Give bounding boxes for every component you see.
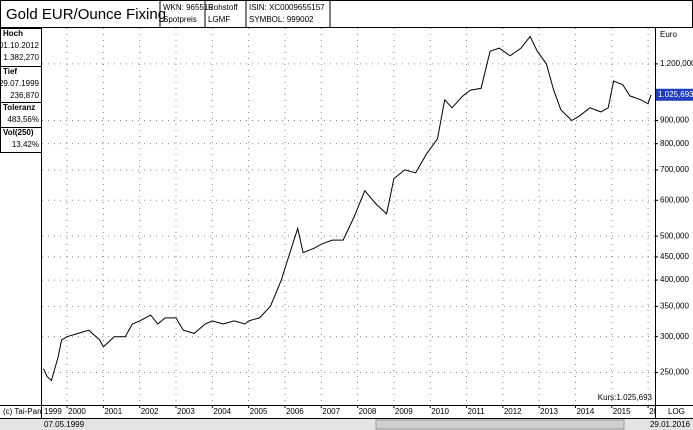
- stat-box: [0, 102, 42, 128]
- end-date: 29.01.2016: [650, 420, 691, 429]
- y-tick-label: 700,000: [660, 165, 689, 174]
- code: LGMF: [208, 15, 230, 24]
- x-tick-label: 2002: [141, 407, 159, 416]
- price-line: [43, 35, 652, 382]
- x-tick-label: 2016: [649, 407, 667, 416]
- stats-panel: Hoch 01.10.2012 1.382,270 Tief 29.07.199…: [0, 28, 42, 153]
- axis-panel: [655, 28, 693, 405]
- current-value-badge: [656, 88, 693, 101]
- y-tick-label: 350,000: [660, 301, 689, 310]
- y-axis-label: Euro: [660, 30, 677, 39]
- y-tick-label: 300,000: [660, 332, 689, 341]
- wkn: WKN: 965515: [163, 3, 213, 12]
- current-value-label: 1.025,693: [658, 90, 693, 99]
- stat-label: Hoch: [3, 29, 23, 38]
- y-tick-label: 250,000: [660, 368, 689, 377]
- y-tick-label: 1.200,000: [660, 59, 693, 68]
- y-tick-label: 500,000: [660, 231, 689, 240]
- stat-value: 483,56%: [7, 115, 39, 124]
- symbol: SYMBOL: 999002: [249, 15, 314, 24]
- x-tick-label: 2012: [504, 407, 522, 416]
- x-tick-label: 1999: [44, 407, 62, 416]
- stat-value: 13,42%: [12, 140, 39, 149]
- x-tick-label: 2014: [576, 407, 594, 416]
- scroll-thumb[interactable]: [375, 419, 625, 430]
- kind: Rohstoff: [208, 3, 238, 12]
- scrollbar[interactable]: [0, 419, 693, 430]
- plot-area: [42, 28, 655, 405]
- y-tick-label: 450,000: [660, 252, 689, 261]
- x-tick-label: 2004: [213, 407, 231, 416]
- stat-label: Tief: [3, 67, 17, 76]
- y-tick-label: 800,000: [660, 139, 689, 148]
- y-tick-label: 900,000: [660, 116, 689, 125]
- x-tick-label: 2011: [468, 407, 486, 416]
- x-tick-label: 2010: [431, 407, 449, 416]
- stat-date: 29.07.1999: [0, 79, 40, 88]
- stat-label: Vol(250): [3, 128, 34, 137]
- x-tick-label: 2009: [395, 407, 413, 416]
- x-tick-label: 2006: [286, 407, 304, 416]
- y-tick-label: 400,000: [660, 275, 689, 284]
- stat-box: [0, 66, 42, 103]
- kurs-label: Kurs:1.025,693: [598, 393, 653, 402]
- scale-label: LOG: [668, 407, 685, 416]
- x-tick-label: 2000: [68, 407, 86, 416]
- stat-value: 1.382,270: [3, 53, 39, 62]
- x-tick-label: 2001: [104, 407, 122, 416]
- x-tick-label: 2003: [177, 407, 195, 416]
- title: Gold EUR/Ounce Fixing: [6, 6, 166, 23]
- header: [0, 0, 693, 28]
- stat-box: [0, 127, 42, 153]
- stat-value: 236,870: [10, 91, 39, 100]
- price-type: Spotpreis: [163, 15, 197, 24]
- copyright: (c) Tai-Pan: [3, 407, 42, 416]
- isin: ISIN: XC0009655157: [249, 3, 325, 12]
- y-axis: 1.200,000 900,000 800,000 700,000 600,000 500…: [655, 59, 693, 377]
- x-tick-label: 2008: [359, 407, 377, 416]
- x-tick-label: 2013: [540, 407, 558, 416]
- stat-label: Toleranz: [3, 103, 35, 112]
- x-tick-label: 2005: [250, 407, 268, 416]
- start-date: 07.05.1999: [44, 420, 85, 429]
- x-tick-label: 2007: [322, 407, 340, 416]
- x-tick-label: 2015: [613, 407, 631, 416]
- stat-date: 01.10.2012: [0, 41, 40, 50]
- y-tick-label: 600,000: [660, 195, 689, 204]
